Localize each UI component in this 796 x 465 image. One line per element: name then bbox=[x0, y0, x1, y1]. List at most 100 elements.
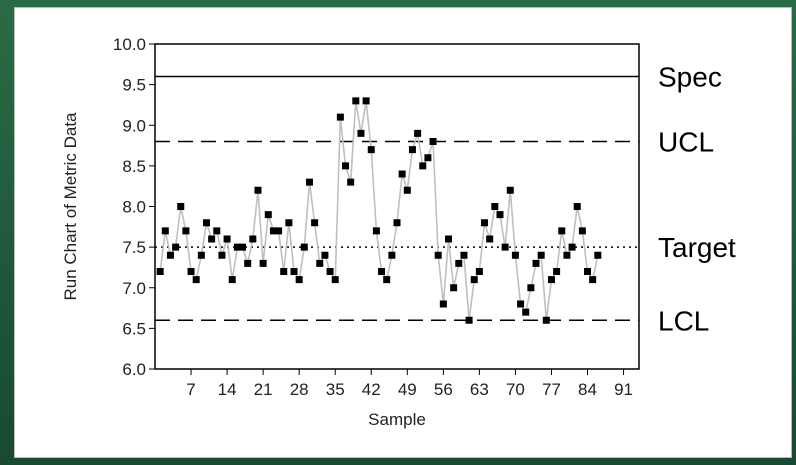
data-point bbox=[388, 251, 396, 259]
data-point bbox=[218, 251, 226, 259]
data-point bbox=[156, 268, 164, 275]
data-point bbox=[239, 243, 247, 251]
data-point bbox=[172, 243, 180, 251]
data-point bbox=[455, 259, 463, 267]
data-point bbox=[342, 162, 350, 170]
data-point bbox=[166, 251, 174, 259]
data-point bbox=[244, 259, 252, 267]
x-tick-label: 84 bbox=[578, 380, 597, 399]
data-point bbox=[311, 219, 319, 227]
data-point bbox=[326, 268, 334, 275]
data-point bbox=[398, 170, 406, 178]
data-point bbox=[429, 138, 437, 145]
reference-label-ucl: UCL bbox=[658, 127, 714, 158]
data-point bbox=[434, 251, 442, 259]
y-tick-label: 6.5 bbox=[122, 319, 146, 338]
data-point bbox=[542, 316, 550, 324]
data-point bbox=[450, 284, 458, 292]
y-tick-label: 8.5 bbox=[122, 157, 146, 176]
data-point bbox=[403, 186, 411, 194]
data-point bbox=[161, 227, 169, 235]
data-point bbox=[414, 129, 422, 137]
data-point bbox=[321, 251, 329, 259]
data-point bbox=[486, 235, 494, 243]
data-point bbox=[305, 178, 313, 186]
data-point bbox=[475, 268, 483, 275]
data-point bbox=[275, 227, 283, 235]
data-point bbox=[285, 219, 293, 227]
data-point bbox=[300, 243, 308, 251]
reference-label-lcl: LCL bbox=[658, 305, 709, 336]
data-point bbox=[192, 276, 200, 284]
x-tick-label: 91 bbox=[614, 380, 633, 399]
data-point bbox=[563, 251, 571, 259]
data-point bbox=[511, 251, 519, 259]
data-point bbox=[208, 235, 216, 243]
data-point bbox=[481, 219, 489, 227]
x-tick-label: 70 bbox=[506, 380, 525, 399]
data-point bbox=[269, 227, 277, 235]
data-point bbox=[182, 227, 190, 235]
data-point bbox=[280, 268, 288, 275]
data-point bbox=[419, 162, 427, 170]
chart-panel: 6.0 6.5 7.0 7.5 8.0 8.5 9.0 9.5 10.0 7 14 21 28 35 42 4… bbox=[14, 7, 792, 458]
x-tick-label: 63 bbox=[470, 380, 489, 399]
data-point bbox=[187, 268, 195, 275]
data-point bbox=[372, 227, 380, 235]
data-point bbox=[553, 268, 561, 275]
x-tick-label: 49 bbox=[398, 380, 417, 399]
data-point bbox=[573, 203, 581, 210]
y-tick-label: 8.0 bbox=[122, 198, 146, 217]
data-point bbox=[496, 211, 504, 219]
data-point bbox=[202, 219, 210, 227]
data-point bbox=[213, 227, 221, 235]
y-tick-label: 6.0 bbox=[122, 360, 146, 379]
data-point bbox=[594, 251, 602, 259]
data-point bbox=[522, 308, 530, 316]
data-point bbox=[527, 284, 535, 292]
data-point bbox=[584, 268, 592, 275]
data-point bbox=[439, 300, 447, 308]
data-point bbox=[460, 251, 468, 259]
y-axis-title: Run Chart of Metric Data bbox=[61, 112, 80, 301]
data-point bbox=[470, 276, 478, 284]
x-tick-label: 7 bbox=[186, 380, 195, 399]
data-point bbox=[352, 97, 360, 105]
data-point bbox=[367, 146, 375, 154]
data-point bbox=[532, 259, 540, 267]
data-point bbox=[424, 154, 432, 162]
data-point bbox=[408, 146, 416, 154]
y-tick-label: 7.0 bbox=[122, 279, 146, 298]
x-tick-label: 21 bbox=[254, 380, 273, 399]
data-point bbox=[465, 316, 473, 324]
data-point bbox=[501, 243, 509, 251]
x-tick-label: 56 bbox=[434, 380, 453, 399]
data-point bbox=[506, 186, 514, 194]
data-point bbox=[589, 276, 597, 284]
reference-label-target: Target bbox=[658, 232, 736, 263]
data-point bbox=[357, 129, 365, 137]
data-point bbox=[558, 227, 566, 235]
y-tick-label: 10.0 bbox=[113, 35, 146, 54]
data-point bbox=[223, 235, 231, 243]
data-point bbox=[336, 113, 344, 121]
x-tick-label: 35 bbox=[326, 380, 345, 399]
data-point bbox=[259, 259, 267, 267]
x-axis-title: Sample bbox=[368, 410, 426, 429]
data-point bbox=[233, 243, 241, 251]
data-point bbox=[177, 203, 185, 210]
data-point bbox=[264, 211, 272, 219]
data-point bbox=[249, 235, 257, 243]
data-point bbox=[362, 97, 370, 105]
data-point bbox=[547, 276, 555, 284]
data-point bbox=[316, 259, 324, 267]
data-point bbox=[228, 276, 236, 284]
data-point bbox=[444, 235, 452, 243]
data-point bbox=[537, 251, 545, 259]
run-chart: 6.0 6.5 7.0 7.5 8.0 8.5 9.0 9.5 10.0 7 14 21 28 35 42 4… bbox=[61, 35, 736, 429]
data-point bbox=[347, 178, 355, 186]
x-tick-label: 77 bbox=[542, 380, 561, 399]
data-point bbox=[578, 227, 586, 235]
data-point bbox=[290, 268, 298, 275]
data-point bbox=[295, 276, 303, 284]
